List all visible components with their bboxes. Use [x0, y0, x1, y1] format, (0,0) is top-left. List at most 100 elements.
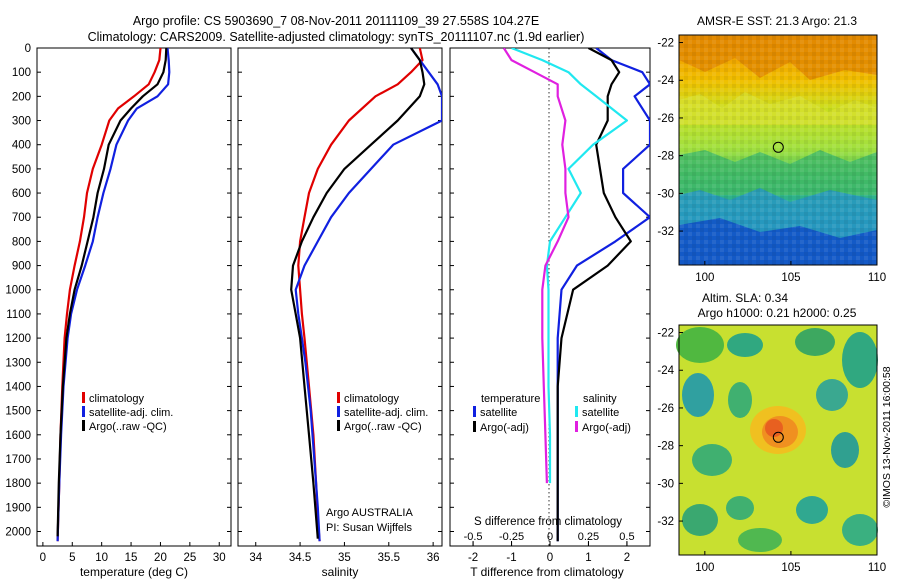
- figure-title-line2: Climatology: CARS2009. Satellite-adjuste…: [88, 30, 585, 44]
- x-tick-label: 20: [154, 552, 167, 564]
- series-line-satellite: [511, 48, 629, 484]
- difference-x2label: S difference from climatology: [474, 516, 622, 528]
- imos-credit: ©IMOS 13-Nov-2011 16:00:58: [881, 366, 893, 507]
- map-y-tick-label: -28: [657, 441, 674, 453]
- map-x-tick-label: 105: [781, 272, 800, 284]
- depth-tick-label: 1900: [5, 502, 31, 514]
- map-y-tick-label: -26: [657, 113, 674, 125]
- salinity-series: [290, 48, 442, 542]
- depth-tick-label: 600: [12, 188, 31, 200]
- depth-tick-label: 700: [12, 212, 31, 224]
- depth-tick-label: 1000: [5, 285, 31, 297]
- x-tick-label: 34: [249, 552, 262, 564]
- x-tick-label: 5: [69, 552, 75, 564]
- s-diff-tick-label: 0: [547, 531, 553, 543]
- depth-tick-label: 1700: [5, 454, 31, 466]
- legend-swatch: [82, 420, 85, 431]
- legend-swatch: [473, 421, 476, 432]
- s-diff-tick-label: -0.25: [499, 531, 524, 543]
- series-line-argo-raw-qc-: [56, 48, 168, 537]
- legend-swatch: [473, 406, 476, 417]
- difference-xlabel: T difference from climatology: [470, 565, 624, 579]
- depth-tick-label: 500: [12, 164, 31, 176]
- map-y-tick-label: -30: [657, 478, 674, 490]
- x-tick-label: 10: [95, 552, 108, 564]
- x-tick-label: 30: [213, 552, 226, 564]
- legend-header: salinity: [583, 393, 617, 405]
- map-y-tick-label: -24: [657, 75, 674, 87]
- legend-label: satellite: [480, 407, 517, 419]
- argo-position-marker-sla: [772, 431, 784, 443]
- depth-tick-label: 2000: [5, 526, 31, 538]
- legend-label: climatology: [89, 393, 145, 405]
- x-tick-label: -1: [506, 552, 516, 564]
- difference-panel: -2 -1 0 1 2 -0.5 -0.25 0 0.25 0.5 T difference f…: [449, 47, 651, 579]
- sla-map-panel: Altim. SLA: 0.34 Argo h1000: 0.21 h2000:…: [657, 291, 886, 574]
- map-y-tick-label: -30: [657, 188, 674, 200]
- sst-map-title: AMSR-E SST: 21.3 Argo: 21.3: [697, 14, 857, 28]
- x-tick-label: -2: [468, 552, 478, 564]
- difference-legend: temperature salinity satellite Argo(-adj) sa…: [473, 393, 631, 434]
- x-tick-label: 0: [40, 552, 46, 564]
- legend-label: Argo(-adj): [582, 422, 631, 434]
- sst-map-axes: 100 105 110 -22 -24 -26 -28 -30 -32: [657, 38, 886, 284]
- x-tick-label: 2: [624, 552, 630, 564]
- sst-map-panel: AMSR-E SST: 21.3 Argo: 21.3 100 105 110 -22…: [657, 14, 886, 284]
- sla-map-image: [676, 325, 878, 555]
- x-tick-label: 25: [183, 552, 196, 564]
- temperature-xlabel: temperature (deg C): [80, 565, 188, 579]
- argo-program-annotation: Argo AUSTRALIA: [326, 507, 413, 519]
- sla-map-title-line1: Altim. SLA: 0.34: [702, 291, 788, 305]
- depth-tick-label: 400: [12, 140, 31, 152]
- salinity-x-axis: 34 34.5 35 35.5 36: [249, 542, 440, 564]
- salinity-panel: 34 34.5 35 35.5 36 salinity climatology satel…: [237, 47, 443, 579]
- legend-header: temperature: [481, 393, 540, 405]
- salinity-xlabel: salinity: [322, 565, 359, 579]
- depth-tick-label: 200: [12, 91, 31, 103]
- argo-position-marker: [772, 141, 784, 153]
- depth-tick-label: 300: [12, 116, 31, 128]
- map-x-tick-label: 105: [781, 562, 800, 574]
- map-y-tick-label: -32: [657, 516, 674, 528]
- series-line-argo-adj-: [502, 48, 570, 484]
- map-x-tick-label: 110: [868, 272, 886, 284]
- depth-tick-label: 100: [12, 67, 31, 79]
- depth-tick-label: 1500: [5, 406, 31, 418]
- temperature-x-axis: 0 5 10 15 20 25 30: [40, 542, 226, 564]
- sla-map-frame: [678, 324, 878, 556]
- depth-tick-label: 1200: [5, 333, 31, 345]
- map-y-tick-label: -22: [657, 38, 674, 50]
- x-tick-label: 36: [427, 552, 440, 564]
- s-diff-tick-label: 0.25: [578, 531, 599, 543]
- sst-map-frame: [678, 34, 878, 266]
- s-diff-tick-label: -0.5: [464, 531, 483, 543]
- x-tick-label: 15: [125, 552, 138, 564]
- legend-label: satellite: [582, 407, 619, 419]
- legend-swatch: [337, 420, 340, 431]
- legend-label: satellite-adj. clim.: [344, 407, 428, 419]
- x-tick-label: 0: [547, 552, 553, 564]
- legend-swatch: [337, 406, 340, 417]
- depth-tick-label: 1300: [5, 357, 31, 369]
- series-line-satellite-adj-clim-: [294, 48, 442, 542]
- map-y-tick-label: -22: [657, 328, 674, 340]
- salinity-axes-frame: [237, 47, 443, 547]
- legend-swatch: [337, 392, 340, 403]
- s-diff-tick-label: 0.5: [619, 531, 634, 543]
- x-tick-label: 35.5: [378, 552, 400, 564]
- legend-swatch: [82, 392, 85, 403]
- depth-tick-label: 900: [12, 261, 31, 273]
- series-line-argo-adj-: [556, 48, 632, 542]
- x-tick-label: 1: [585, 552, 591, 564]
- depth-tick-label: 0: [25, 43, 31, 55]
- depth-axis: 0 100 200 300 400 500 600 700 800 900 1000 1100 1200…: [5, 43, 650, 538]
- depth-tick-label: 1400: [5, 381, 31, 393]
- depth-tick-label: 800: [12, 236, 31, 248]
- s-difference-x-axis: -0.5 -0.25 0 0.25 0.5: [464, 531, 635, 546]
- legend-label: Argo(..raw -QC): [344, 421, 422, 433]
- x-tick-label: 35: [338, 552, 351, 564]
- salinity-legend: climatology satellite-adj. clim. Argo(..ra…: [337, 392, 428, 433]
- series-line-climatology: [297, 48, 424, 542]
- series-line-argo-raw-qc-: [290, 48, 426, 539]
